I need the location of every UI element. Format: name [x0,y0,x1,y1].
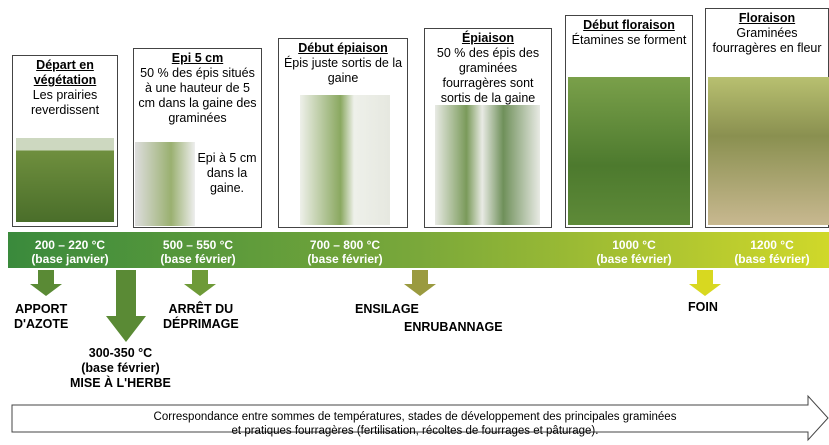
temperature-base: (base février) [133,252,263,266]
practice-line: D'AZOTE [14,317,68,332]
practice-line: ENRUBANNAGE [404,320,503,335]
practice-line: 300-350 °C [70,346,171,361]
photo [135,142,195,226]
practice-line: FOIN [688,300,718,315]
photo-caption: Epi à 5 cm dans la gaine. [196,151,258,196]
arrow [689,270,721,296]
temperature-base: (base février) [707,252,829,266]
practice-line: APPORT [14,302,68,317]
arrow [404,270,436,296]
stage-title: Début floraison [569,18,689,33]
stage-title: Épiaison [428,31,548,46]
practice-line: DÉPRIMAGE [163,317,239,332]
practice: 300-350 °C(base février)MISE À L'HERBE [70,346,171,391]
page: Départ en végétationLes prairies reverdi… [0,0,829,445]
temperature-value: 1000 °C [569,238,699,252]
temperature-value: 700 – 800 °C [280,238,410,252]
arrow [106,270,146,342]
photo [300,95,390,225]
photo [435,105,540,225]
temperature-base: (base février) [569,252,699,266]
practice-line: MISE À L'HERBE [70,376,171,391]
stage-description: Les prairies reverdissent [16,88,114,118]
photo [708,77,829,225]
temperature: 200 – 220 °C(base janvier) [5,238,135,266]
practice-line: ARRÊT DU [163,302,239,317]
stage-title: Début épiaison [282,41,404,56]
stage-description: Épis juste sortis de la gaine [282,56,404,86]
stage-description: 50 % des épis des graminées fourragères … [428,46,548,106]
temperature: 1200 °C(base février) [707,238,829,266]
temperature: 700 – 800 °C(base février) [280,238,410,266]
arrow [184,270,216,296]
temperature-base: (base janvier) [5,252,135,266]
temperature-value: 200 – 220 °C [5,238,135,252]
photo [568,77,690,225]
photo [16,138,114,222]
temperature: 1000 °C(base février) [569,238,699,266]
temperature-value: 1200 °C [707,238,829,252]
stage-title: Epi 5 cm [137,51,258,66]
stage-description: Étamines se forment [569,33,689,48]
stage-title: Floraison [709,11,825,26]
temperature: 500 – 550 °C(base février) [133,238,263,266]
stage-title: Départ en végétation [16,58,114,88]
temperature-base: (base février) [280,252,410,266]
practice: ENSILAGE [355,302,419,317]
arrow [30,270,62,296]
stage-description: 50 % des épis situés à une hauteur de 5 … [137,66,258,126]
practice: ENRUBANNAGE [404,320,503,335]
caption: Correspondance entre sommes de températu… [20,410,810,425]
practice: FOIN [688,300,718,315]
temperature-value: 500 – 550 °C [133,238,263,252]
practice-line: (base février) [70,361,171,376]
stage-description: Graminées fourragères en fleur [709,26,825,56]
practice-line: ENSILAGE [355,302,419,317]
caption: et pratiques fourragères (fertilisation,… [20,424,810,439]
